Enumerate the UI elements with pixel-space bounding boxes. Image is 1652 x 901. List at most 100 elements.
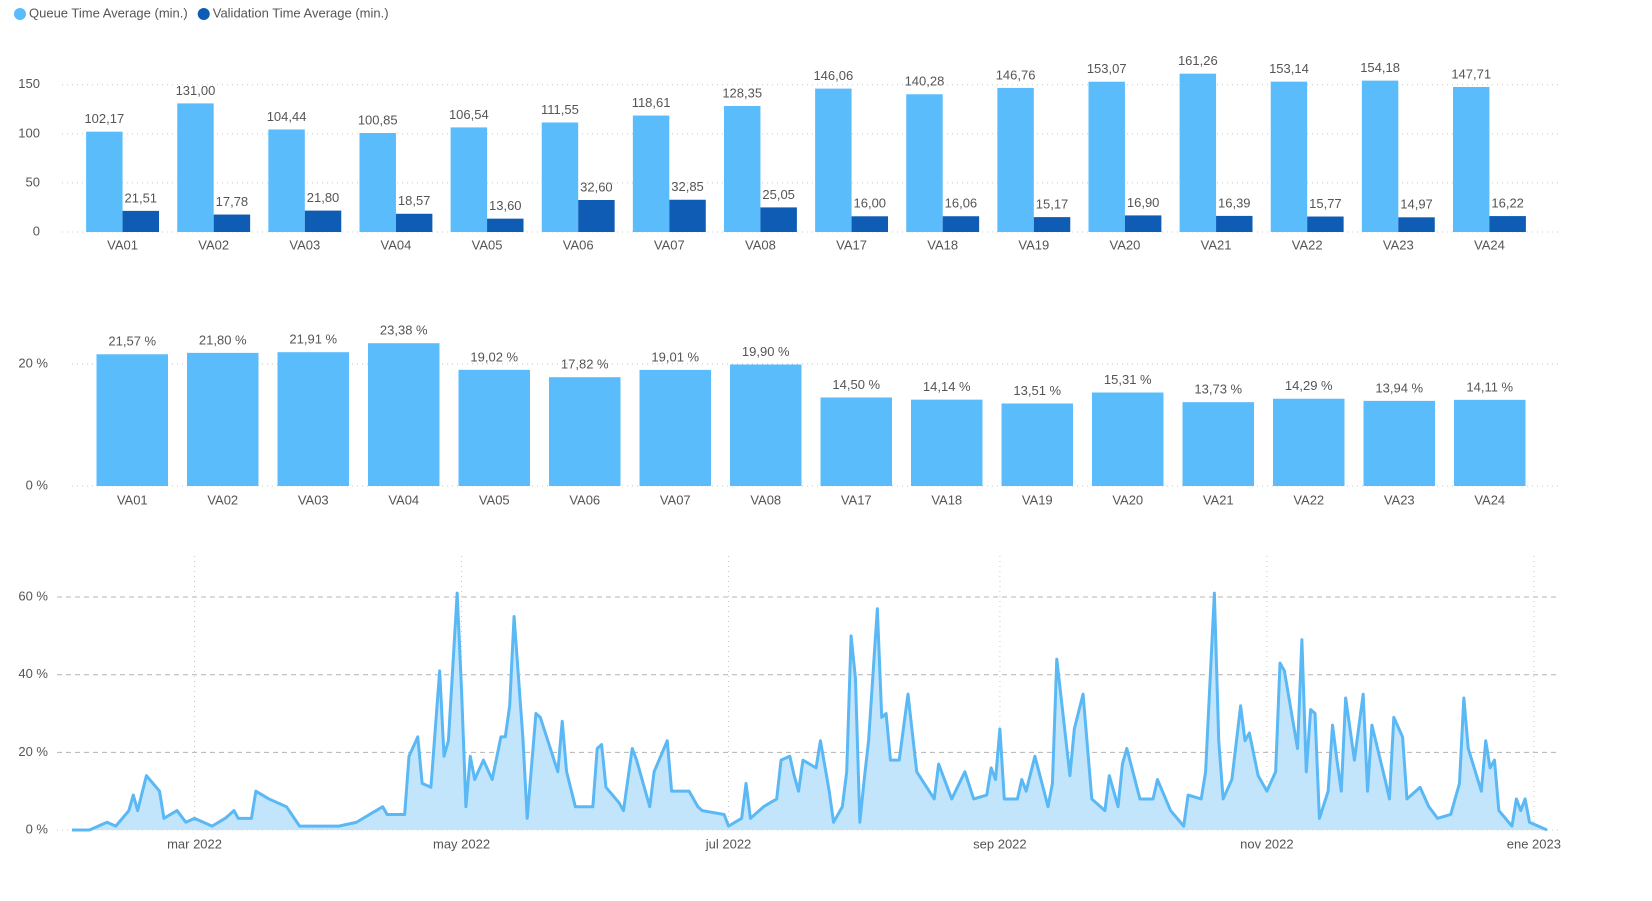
bar: [1398, 217, 1435, 232]
bar: [1179, 73, 1217, 232]
bar: [1454, 399, 1526, 486]
data-label: 21,51: [125, 190, 158, 205]
y-tick-label: 20 %: [18, 355, 48, 370]
x-tick-label: VA18: [931, 492, 962, 507]
bar: [368, 343, 440, 486]
bar: [1216, 215, 1253, 232]
bar: [911, 399, 983, 486]
x-tick-label: VA17: [836, 237, 867, 252]
bar: [1033, 217, 1071, 232]
x-tick-label: sep 2022: [973, 836, 1027, 851]
x-tick-label: VA20: [1110, 237, 1141, 252]
legend-label: Validation Time Average (min.): [213, 5, 389, 20]
bar: [96, 354, 168, 486]
y-tick-label: 0: [33, 223, 40, 238]
data-label: 14,11 %: [1466, 379, 1513, 394]
data-label: 14,14 %: [923, 379, 971, 394]
data-label: 16,06: [945, 196, 978, 211]
data-label: 14,97: [1400, 197, 1433, 212]
data-label: 147,71: [1451, 66, 1491, 81]
bar: [213, 214, 251, 232]
x-tick-label: VA24: [1474, 237, 1505, 252]
bar: [906, 94, 943, 233]
data-label: 17,78: [216, 194, 249, 209]
area: [72, 593, 1547, 830]
x-tick-label: VA04: [381, 237, 412, 252]
x-tick-label: VA22: [1293, 492, 1324, 507]
x-tick-label: VA18: [927, 237, 958, 252]
bar: [851, 216, 889, 232]
x-tick-label: VA20: [1112, 492, 1143, 507]
x-tick-label: VA05: [472, 237, 503, 252]
data-label: 104,44: [267, 109, 307, 124]
x-tick-label: ene 2023: [1507, 836, 1561, 851]
data-label: 154,18: [1360, 60, 1400, 75]
legend-label: Queue Time Average (min.): [29, 5, 188, 20]
data-label: 21,80 %: [199, 332, 247, 347]
data-label: 21,57 %: [108, 334, 156, 349]
data-label: 118,61: [632, 95, 671, 110]
data-label: 16,90: [1127, 195, 1160, 210]
x-tick-label: VA24: [1474, 492, 1505, 507]
bar: [942, 216, 980, 232]
data-label: 16,39: [1218, 195, 1251, 210]
bar: [177, 103, 214, 232]
bar: [1088, 81, 1125, 232]
data-label: 13,60: [489, 198, 522, 213]
bar: [1124, 215, 1162, 232]
x-tick-label: VA17: [841, 492, 872, 507]
data-label: 100,85: [358, 112, 398, 127]
bar: [122, 210, 160, 232]
data-label: 16,22: [1491, 196, 1524, 211]
legend-marker: [197, 8, 210, 20]
bar: [1489, 216, 1526, 232]
y-tick-label: 40 %: [18, 666, 48, 681]
y-tick-label: 150: [18, 76, 40, 91]
data-label: 21,91 %: [289, 332, 337, 347]
x-tick-label: VA01: [107, 237, 138, 252]
bar: [1452, 86, 1490, 232]
data-label: 13,51 %: [1013, 383, 1061, 398]
data-label: 19,01 %: [651, 349, 699, 364]
bar: [1363, 400, 1435, 486]
bar: [1001, 403, 1073, 486]
bar: [1182, 402, 1254, 486]
bar: [1273, 398, 1345, 486]
bar: [1361, 80, 1399, 232]
bar: [1092, 392, 1164, 486]
bar: [820, 397, 892, 486]
data-label: 13,73 %: [1194, 382, 1242, 397]
data-label: 102,17: [84, 111, 124, 126]
bar: [86, 131, 123, 232]
y-tick-label: 20 %: [18, 744, 48, 759]
bar: [487, 218, 524, 232]
bar: [760, 207, 797, 232]
x-tick-label: VA03: [298, 492, 329, 507]
data-label: 146,06: [813, 68, 853, 83]
bar: [1270, 81, 1308, 232]
bar: [395, 213, 433, 232]
x-tick-label: VA04: [388, 492, 419, 507]
y-tick-label: 60 %: [18, 588, 48, 603]
bar: [669, 199, 706, 232]
bar: [723, 105, 761, 232]
data-label: 19,90 %: [742, 344, 790, 359]
bar: [730, 364, 802, 486]
x-tick-label: VA08: [745, 237, 776, 252]
bar: [578, 199, 615, 232]
x-tick-label: VA06: [569, 492, 600, 507]
x-tick-label: VA23: [1384, 492, 1415, 507]
bar: [268, 129, 305, 232]
y-tick-label: 50: [26, 174, 40, 189]
y-tick-label: 100: [18, 125, 40, 140]
bar: [450, 127, 488, 232]
y-tick-label: 0 %: [26, 477, 49, 492]
x-tick-label: VA03: [289, 237, 320, 252]
data-label: 21,80: [307, 190, 340, 205]
x-tick-label: VA07: [660, 492, 691, 507]
data-label: 15,31 %: [1104, 372, 1152, 387]
data-label: 106,54: [449, 107, 489, 122]
data-label: 131,00: [176, 83, 216, 98]
y-tick-label: 0 %: [26, 821, 49, 836]
